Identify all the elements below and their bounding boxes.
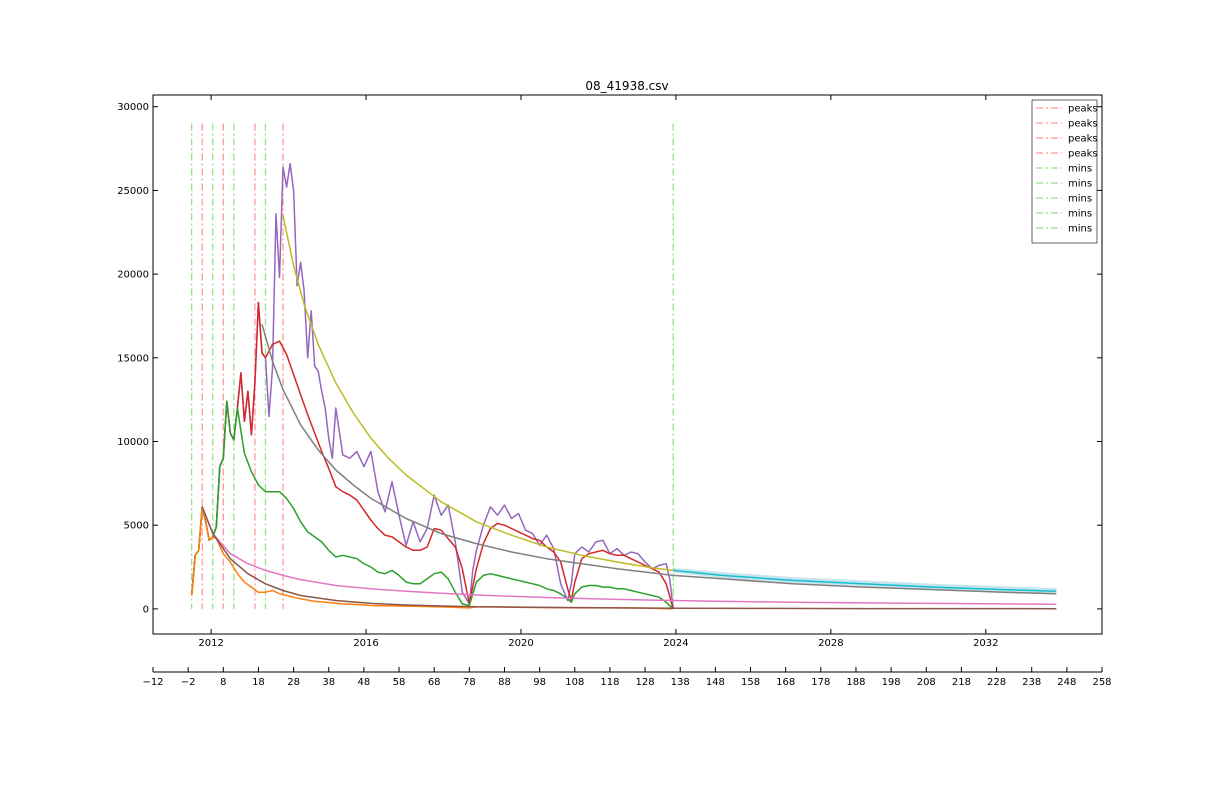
series-lines [190, 162, 1057, 610]
legend-label-1: peaks [1068, 119, 1098, 130]
x-date-tick-label-5: 2032 [973, 638, 998, 649]
series-line-4 [201, 506, 1057, 605]
legend: peaks peaks peaks peaks mins mins mins mins mins [1031, 99, 1098, 244]
x-index-tick-label-2: 8 [220, 677, 226, 688]
x-index-tick-label-8: 68 [428, 677, 441, 688]
x-index-tick-label-14: 128 [636, 677, 655, 688]
x-date-tick-label-1: 2016 [353, 638, 378, 649]
x-index-tick-label-27: 258 [1092, 677, 1111, 688]
legend-label-8: mins [1068, 224, 1092, 235]
x-index-tick-label-20: 188 [846, 677, 865, 688]
series-line-6 [282, 215, 674, 572]
x-index-tick-label-12: 108 [565, 677, 584, 688]
series-line-2 [190, 400, 674, 610]
x-index-tick-label-22: 208 [917, 677, 936, 688]
y-tick-label-1: 5000 [124, 521, 149, 532]
x-index-tick-label-18: 168 [776, 677, 795, 688]
legend-label-3: peaks [1068, 149, 1098, 160]
x-index-tick-label-4: 28 [287, 677, 300, 688]
legend-label-6: mins [1068, 194, 1092, 205]
x-index-tick-label-10: 88 [498, 677, 511, 688]
x-index-tick-label-16: 148 [706, 677, 725, 688]
legend-frame [1031, 99, 1098, 244]
y-tick-label-4: 20000 [117, 270, 149, 281]
x-date-tick-label-4: 2028 [818, 638, 843, 649]
x-index-tick-label-0: −12 [142, 677, 163, 688]
y-tick-label-6: 30000 [117, 102, 149, 113]
series-line-5 [261, 324, 1057, 595]
series-line-8 [201, 506, 1057, 610]
x-index-tick-label-24: 228 [987, 677, 1006, 688]
legend-label-4: mins [1068, 164, 1092, 175]
series-line-1 [190, 301, 674, 610]
y-tick-label-3: 15000 [117, 353, 149, 364]
y-tick-label-0: 0 [143, 604, 149, 615]
y-tick-label-5: 25000 [117, 186, 149, 197]
x-index-tick-label-15: 138 [671, 677, 690, 688]
x-index-tick-label-3: 18 [252, 677, 265, 688]
x-index-tick-label-23: 218 [952, 677, 971, 688]
x-index-tick-label-9: 78 [463, 677, 476, 688]
x-index-tick-label-25: 238 [1022, 677, 1041, 688]
x-axis-dates: 2012 2016 2020 2024 2028 2032 [198, 95, 999, 649]
x-index-tick-label-6: 48 [358, 677, 371, 688]
x-date-tick-label-3: 2024 [663, 638, 688, 649]
chart-title: 08_41938.csv [585, 79, 668, 93]
series-line-7 [673, 569, 1057, 593]
legend-label-7: mins [1068, 209, 1092, 220]
x-index-tick-label-19: 178 [811, 677, 830, 688]
x-index-tick-label-7: 58 [393, 677, 406, 688]
x-index-tick-label-1: −2 [181, 677, 196, 688]
y-tick-label-2: 10000 [117, 437, 149, 448]
x-index-tick-label-11: 98 [533, 677, 546, 688]
x-index-tick-label-5: 38 [322, 677, 335, 688]
legend-label-2: peaks [1068, 134, 1098, 145]
x-index-tick-label-26: 248 [1057, 677, 1076, 688]
x-index-tick-label-13: 118 [600, 677, 619, 688]
x-axis-index: −12 −2 8 18 28 38 48 58 68 78 88 98 108 118 128 138 148 1… [142, 667, 1112, 688]
legend-label-0: peaks [1068, 104, 1098, 115]
x-index-tick-label-21: 198 [882, 677, 901, 688]
legend-label-5: mins [1068, 179, 1092, 190]
x-date-tick-label-2: 2020 [508, 638, 533, 649]
x-index-tick-label-17: 158 [741, 677, 760, 688]
x-date-tick-label-0: 2012 [198, 638, 223, 649]
plot-area-frame [152, 94, 1103, 635]
y-axis: 0 5000 10000 15000 20000 25000 30000 [117, 102, 1102, 615]
